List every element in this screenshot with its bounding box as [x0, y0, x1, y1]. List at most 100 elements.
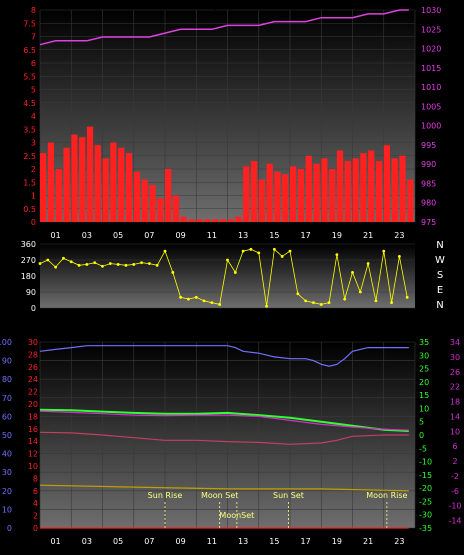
date-header: 24-hour graph dat - 12 November 2014: [170, 0, 368, 11]
rain-y-tick-label: 26: [28, 363, 38, 372]
windspeed-bar: [211, 219, 219, 222]
compass-label: N: [436, 300, 443, 311]
barometer-y-tick-label: 985: [421, 179, 436, 188]
dew-point-header: Dew Point (°C): [394, 321, 464, 332]
wind-x-tick-label: 09: [176, 231, 186, 240]
windspeed-bar: [282, 174, 289, 222]
humidity-y-tick-label: 20: [2, 487, 12, 496]
wind-y-tick-label: 1: [31, 192, 36, 201]
rain-y-tick-label: 8: [33, 474, 38, 483]
dewpoint-y-tick-label: 22: [450, 383, 460, 392]
wind-y-tick-label: 3.5: [23, 125, 36, 134]
indoor-hum-header: Indoor hum: [120, 321, 178, 332]
temperature-y-tick-label: 10: [419, 404, 429, 413]
dewpoint-y-tick-label: 10: [450, 427, 460, 436]
rain-y-tick-label: 14: [28, 437, 38, 446]
rain-y-tick-label: 4: [33, 499, 38, 508]
windspeed-bar: [55, 169, 62, 222]
windspeed-bar: [40, 153, 47, 222]
temperature-y-tick-label: -5: [419, 444, 427, 453]
windspeed-bar: [321, 158, 328, 222]
humidity-y-tick-label: 60: [2, 412, 12, 421]
windspeed-bar: [250, 161, 258, 222]
direction-point: [405, 295, 409, 299]
wind-x-tick-label: 13: [238, 231, 248, 240]
direction-y-tick-label: 90: [26, 288, 36, 297]
compass-label: S: [437, 270, 443, 281]
climate-x-tick-label: 23: [394, 537, 404, 546]
temperature-y-tick-label: 20: [419, 378, 429, 387]
event-marker-label: Sun Rise: [148, 491, 183, 500]
wind-y-tick-label: 1.5: [23, 178, 36, 187]
windspeed-bar: [157, 198, 164, 222]
temperature-y-tick-label: -20: [419, 484, 432, 493]
event-marker-label: MoonSet: [219, 511, 254, 520]
temperature-y-tick-label: -10: [419, 458, 432, 467]
windspeed-bar: [227, 219, 234, 222]
humidity-y-tick-label: 40: [2, 450, 12, 459]
dewpoint-y-tick-label: 14: [450, 412, 460, 421]
direction-y-tick-label: 270: [21, 256, 36, 265]
temperature-y-tick-label: -25: [419, 497, 432, 506]
wind-x-tick-label: 15: [269, 231, 279, 240]
wind-y-tick-label: 2.5: [23, 152, 36, 161]
windspeed-bar: [125, 153, 133, 222]
climate-x-tick-label: 15: [269, 537, 279, 546]
humidity-y-tick-label: 10: [2, 505, 12, 514]
dewpoint-y-tick-label: 26: [450, 368, 460, 377]
windspeed-bar: [360, 153, 367, 222]
humidity-y-tick-label: 50: [2, 431, 12, 440]
wind-y-tick-label: 7.5: [23, 19, 36, 28]
climate-x-tick-label: 19: [332, 537, 342, 546]
windspeed-bar: [274, 171, 281, 222]
temperature-y-tick-label: 35: [419, 338, 429, 347]
wind-y-tick-label: 3: [31, 139, 36, 148]
rain-y-tick-label: 24: [28, 375, 38, 384]
windspeed-bar: [196, 219, 203, 222]
wind-y-tick-label: 5.5: [23, 72, 36, 81]
dewpoint-line: [39, 410, 409, 431]
wind-x-tick-label: 07: [144, 231, 154, 240]
direction-y-tick-label: 180: [21, 272, 36, 281]
wind-y-tick-label: 8: [31, 6, 36, 15]
temperature-y-tick-label: 30: [419, 351, 429, 360]
temperature-y-tick-label: -35: [419, 524, 432, 533]
wind-y-tick-label: 0.5: [23, 205, 36, 214]
windspeed-bar: [305, 155, 312, 222]
climate-x-tick-label: 05: [113, 537, 123, 546]
temperature-y-tick-label: 25: [419, 365, 429, 374]
direction-y-tick-label: 0: [31, 304, 36, 313]
climate-x-tick-label: 07: [144, 537, 154, 546]
windspeed-bar: [266, 163, 273, 222]
wind-x-tick-label: 23: [394, 231, 404, 240]
windspeed-bar: [141, 179, 148, 222]
windspeed-bar: [94, 145, 101, 222]
climate-x-tick-label: 09: [176, 537, 186, 546]
dewpoint-y-tick-label: 18: [450, 398, 460, 407]
humidity-y-tick-label: 70: [2, 394, 12, 403]
barometer-y-tick-label: 1020: [421, 45, 441, 54]
rain-y-tick-label: 10: [28, 462, 38, 471]
event-marker-label: Moon Rise: [366, 491, 407, 500]
wind-y-tick-label: 4.5: [23, 99, 36, 108]
wind-y-tick-label: 6: [31, 59, 36, 68]
rainfall-header: Rainfall (mm): [0, 321, 68, 332]
windspeed-bar: [165, 169, 172, 222]
dewpoint-y-tick-label: 6: [452, 442, 457, 451]
windspeed-bar: [375, 161, 383, 222]
windspeed-bar: [86, 126, 94, 222]
wind-x-tick-label: 17: [301, 231, 311, 240]
temperature-y-tick-label: -15: [419, 471, 432, 480]
windspeed-bar: [329, 169, 336, 222]
rain-y-tick-label: 18: [28, 412, 38, 421]
indoor-temp-header: Indoor temp: [172, 321, 234, 332]
windspeed-bar: [243, 166, 250, 222]
dewpoint-y-tick-label: 30: [450, 353, 460, 362]
dewpoint-y-tick-label: 2: [452, 457, 457, 466]
climate-x-tick-label: 03: [82, 537, 92, 546]
wind-x-tick-label: 01: [51, 231, 61, 240]
indoor-temp-line: [39, 431, 409, 445]
direction-trace: [39, 248, 408, 307]
wind-y-tick-label: 7: [31, 33, 36, 42]
wind-x-tick-label: 11: [207, 231, 217, 240]
